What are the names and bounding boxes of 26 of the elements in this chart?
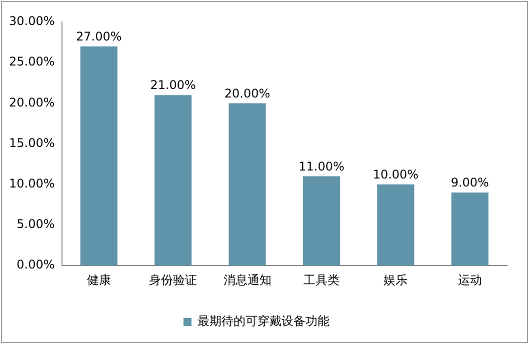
x-tick-label: 工具类	[303, 272, 340, 287]
x-tick-label: 健康	[86, 272, 111, 287]
y-tick-label: 25.00%	[8, 54, 55, 69]
bar	[80, 46, 118, 266]
x-tick-label: 运动	[458, 272, 482, 287]
bar	[302, 176, 340, 266]
y-tick-label: 0.00%	[16, 258, 55, 272]
x-tick-label: 身份验证	[149, 272, 198, 287]
data-label: 21.00%	[150, 78, 196, 92]
data-label: 20.00%	[224, 86, 270, 100]
y-tick-label: 15.00%	[8, 136, 55, 150]
bar	[377, 184, 414, 266]
y-tick-label: 10.00%	[8, 176, 55, 191]
bar	[451, 192, 488, 266]
data-label: 11.00%	[298, 159, 344, 174]
x-tick-label: 消息通知	[223, 272, 272, 287]
y-tick-label: 20.00%	[8, 95, 55, 110]
y-tick-label: 5.00%	[16, 217, 55, 232]
bar	[228, 103, 266, 266]
bar	[154, 95, 192, 266]
y-tick-label: 30.00%	[8, 14, 55, 28]
x-tick-label: 娱乐	[384, 272, 408, 287]
data-label: 9.00%	[450, 176, 489, 190]
data-label: 27.00%	[76, 29, 122, 44]
legend-label: 最期待的可穿戴设备功能	[198, 314, 330, 328]
data-label: 10.00%	[372, 168, 419, 182]
